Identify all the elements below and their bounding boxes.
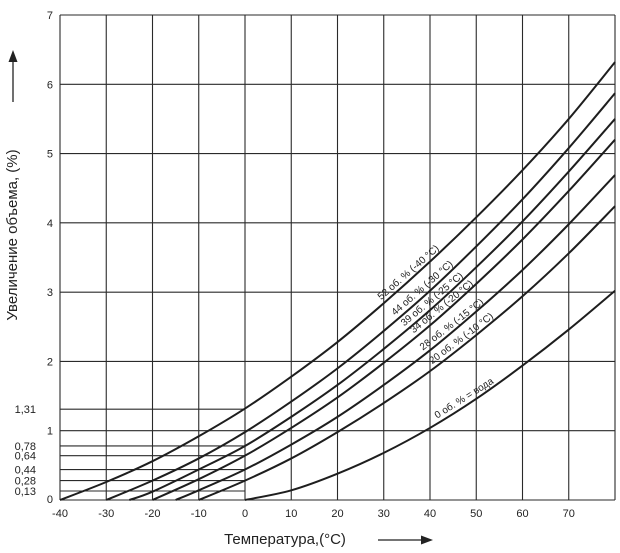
y-minor-tick-label: 0,64 xyxy=(15,451,36,463)
x-tick-label: 10 xyxy=(285,508,297,520)
series-line-2 xyxy=(129,118,616,501)
y-tick-label: 1 xyxy=(47,426,53,438)
grid xyxy=(59,14,616,501)
x-tick-label: -20 xyxy=(145,508,161,520)
y-axis-title: Увеличение объема, (%) xyxy=(4,149,21,320)
series-line-5 xyxy=(198,205,616,501)
x-tick-label: 70 xyxy=(563,508,575,520)
series-line-0 xyxy=(59,61,616,501)
x-tick-label: 60 xyxy=(516,508,528,520)
y-tick-label: 7 xyxy=(47,10,53,22)
x-tick-label: 40 xyxy=(424,508,436,520)
x-tick-label: 0 xyxy=(242,508,248,520)
x-axis-title-group: Температура,(°C) xyxy=(224,531,433,548)
x-tick-label: 30 xyxy=(378,508,390,520)
series-line-4 xyxy=(175,174,616,501)
y-tick-label: 3 xyxy=(47,287,53,299)
series-label-6: 0 об. % = вода xyxy=(432,375,496,421)
y-tick-label: 6 xyxy=(47,79,53,91)
x-tick-label: -40 xyxy=(52,508,68,520)
series-line-1 xyxy=(105,92,616,501)
y-minor-tick-label: 0,13 xyxy=(15,486,36,498)
curves xyxy=(59,61,616,501)
y-tick-label: 0 xyxy=(47,494,53,506)
y-tick-label: 5 xyxy=(47,149,53,161)
series-line-3 xyxy=(152,139,616,501)
x-tick-label: -30 xyxy=(98,508,114,520)
x-tick-label: -10 xyxy=(191,508,207,520)
y-axis-arrow-icon xyxy=(8,50,18,62)
series-line-6 xyxy=(244,289,616,501)
y-tick-label: 4 xyxy=(47,218,53,230)
x-axis-title: Температура,(°C) xyxy=(224,531,346,548)
y-minor-tick-label: 1,31 xyxy=(15,404,36,416)
y-minor-tick-label: 0,78 xyxy=(15,441,36,453)
y-tick-labels: 0 1 2 3 4 5 6 7 0,130,280,44 0,640,78 1,31 xyxy=(15,10,53,506)
x-tick-labels: -40 -30 -20 -10 0 10 20 30 40 50 60 70 xyxy=(52,508,575,520)
x-axis-arrow-icon xyxy=(421,535,433,545)
y-tick-label: 2 xyxy=(47,356,53,368)
curve-labels: 52 об. % (-40 °C)44 об. % (-30 °C)39 об.… xyxy=(375,243,496,422)
y-minor-tick-label: 0,44 xyxy=(15,465,36,477)
y-axis-title-group: Увеличение объема, (%) xyxy=(4,50,21,321)
y-minor-tick-label: 0,28 xyxy=(15,476,36,488)
x-tick-label: 50 xyxy=(470,508,482,520)
x-tick-label: 20 xyxy=(331,508,343,520)
